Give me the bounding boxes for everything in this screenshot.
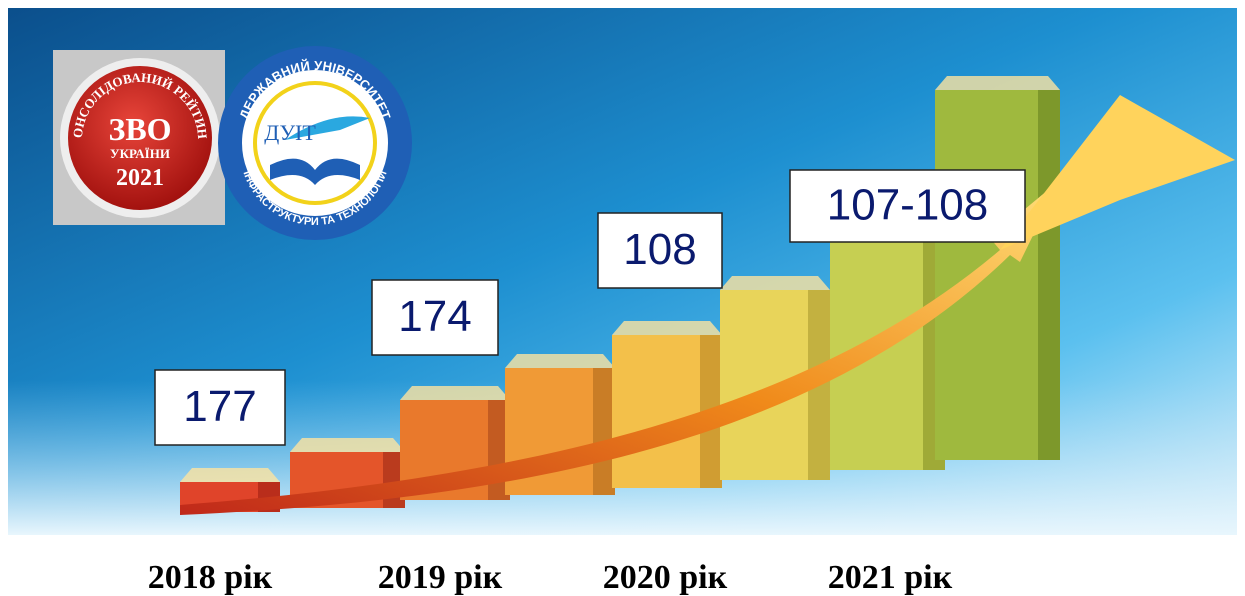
bar-side [593, 368, 615, 495]
growth-arrow [180, 180, 1060, 515]
badge-right: ДЕРЖАВНИЙ УНІВЕРСИТЕТ ІНФРАСТРУКТУРИ ТА … [218, 46, 412, 240]
bars [180, 76, 1060, 512]
rank-value: 107-108 [827, 181, 988, 230]
rank-labels: 177 174 108 107-108 [154, 169, 1026, 446]
badge-disc [68, 66, 212, 210]
bar-top [290, 438, 405, 452]
badge-subtitle: УКРАЇНИ [110, 146, 170, 161]
year-label: 2018 рік [148, 559, 273, 596]
rank-box [597, 212, 723, 289]
rank-value: 174 [398, 292, 471, 341]
arrow-head [1000, 95, 1235, 250]
bar-top [400, 386, 510, 400]
bar-top [612, 321, 722, 335]
rank-box [371, 279, 499, 356]
badge-abbr: ДУІТ [264, 120, 316, 145]
badge-outer [227, 55, 403, 231]
plane-icon [285, 116, 370, 140]
rank-box [789, 169, 1026, 243]
rank-value: 177 [183, 382, 256, 431]
year-label: 2019 рік [378, 559, 503, 596]
bar-top [180, 468, 280, 482]
bar-top [720, 276, 830, 290]
rank-value: 108 [623, 225, 696, 274]
badge-ring [218, 46, 412, 240]
rank-box [154, 369, 286, 446]
year-label: 2021 рік [828, 559, 953, 596]
book-icon [270, 158, 360, 185]
bar-side [1038, 90, 1060, 460]
badge-inner-ring [253, 81, 377, 205]
bar-top [505, 354, 615, 368]
year-labels: 2018 рік 2019 рік 2020 рік 2021 рік [148, 559, 953, 596]
bar-top [935, 76, 1060, 90]
year-label: 2020 рік [603, 559, 728, 596]
badge-title: ЗВО [108, 111, 171, 147]
badge-year: 2021 [116, 165, 164, 191]
